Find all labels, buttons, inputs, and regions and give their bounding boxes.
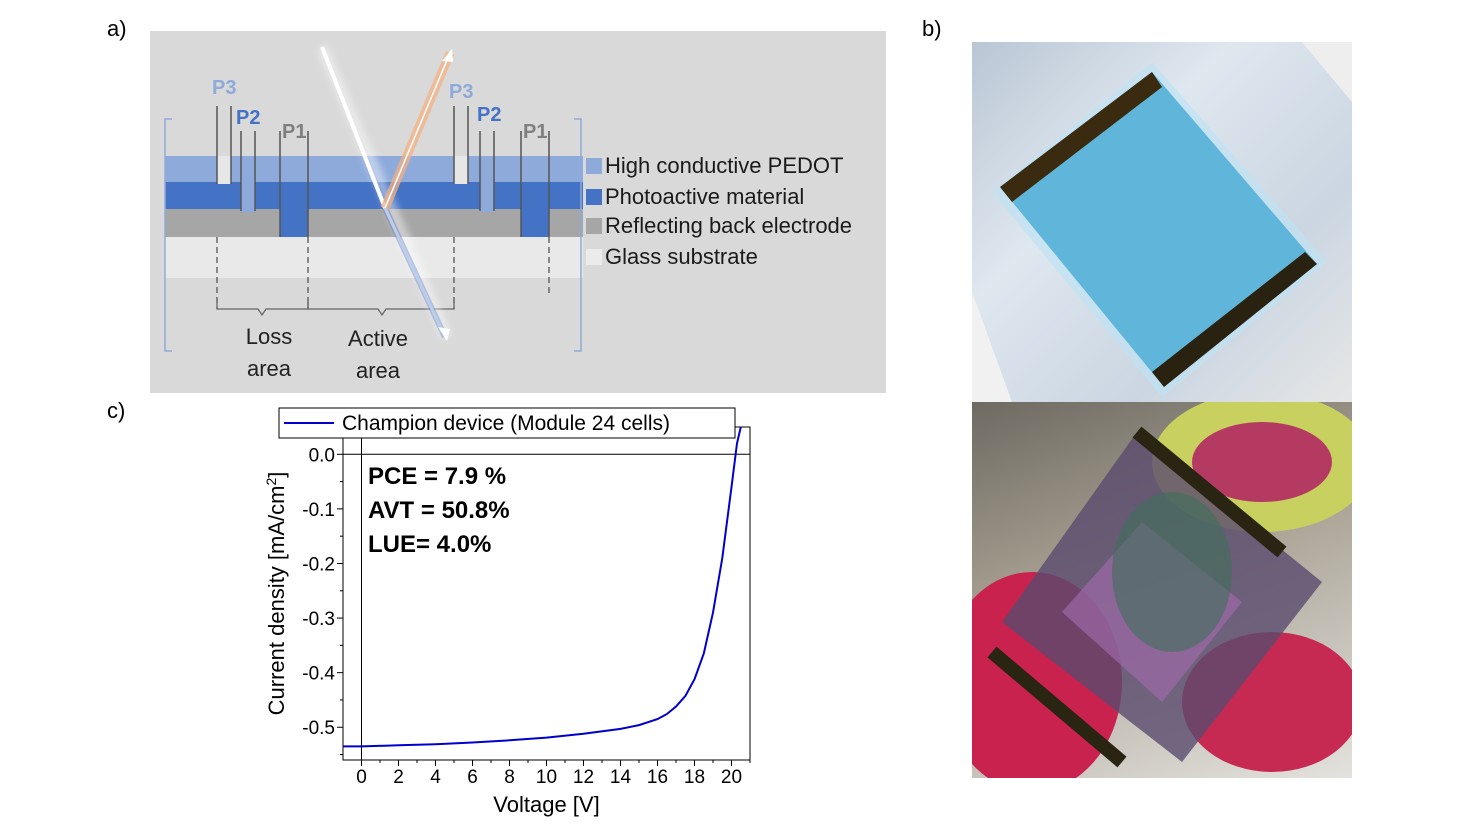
p2-cut-left [241, 182, 255, 212]
legend-item-pedot: High conductive PEDOT [586, 153, 843, 179]
x-tick-label: 8 [504, 767, 515, 788]
photoactive-layer [165, 182, 583, 209]
x-tick-label: 6 [467, 767, 478, 788]
legend-label: Reflecting back electrode [605, 213, 853, 238]
y-tick-label: -0.2 [302, 554, 335, 575]
module-photo-bottom [972, 402, 1352, 778]
p2-cut-right [480, 182, 494, 212]
x-tick-label: 14 [610, 767, 632, 788]
legend-item-electrode: Reflecting back electrode [586, 213, 852, 239]
x-axis-label: Voltage [V] [493, 792, 599, 817]
schematic-panel: P3 P2 P1 P3 P2 P1 High conductive PEDOT … [150, 31, 886, 393]
x-tick-label: 2 [393, 767, 404, 788]
scribe-label-p3-left: P3 [212, 77, 237, 99]
panel-label-a: a) [107, 16, 127, 41]
glass-layer-lower [165, 237, 583, 278]
panel-label-b: b) [922, 16, 942, 41]
legend-label: Glass substrate [605, 244, 758, 269]
x-tick-label: 4 [430, 767, 441, 788]
legend-swatch [586, 189, 602, 205]
legend-swatch [586, 249, 602, 265]
x-tick-label: 20 [721, 767, 742, 788]
y-tick-label: -0.4 [302, 664, 335, 685]
chart-legend-box [278, 407, 736, 439]
legend-label: Photoactive material [605, 184, 805, 209]
module-photo-blue-icon [972, 42, 1352, 402]
legend-item-glass: Glass substrate [586, 244, 758, 270]
scribe-label-p3-right: P3 [449, 81, 474, 103]
y-tick-label: -0.1 [302, 500, 335, 521]
x-tick-label: 10 [536, 767, 557, 788]
y-tick-label: -0.3 [302, 609, 335, 630]
x-tick-label: 12 [573, 767, 594, 788]
p3-cut-left [217, 156, 231, 184]
p1-cut-right [521, 209, 549, 237]
legend-item-photoactive: Photoactive material [586, 184, 804, 210]
legend-swatch [586, 218, 602, 234]
x-tick-label: 0 [356, 767, 367, 788]
p3-cut-right [454, 156, 468, 184]
legend-label: High conductive PEDOT [605, 153, 844, 178]
x-tick-label: 18 [684, 767, 705, 788]
scribe-label-p2-right: P2 [477, 104, 502, 126]
jv-curve-line [343, 426, 742, 748]
y-tick-label: 0.0 [309, 445, 335, 466]
chart-annotation: LUE= 4.0% [368, 531, 491, 558]
electrode-layer [165, 209, 583, 237]
chart-legend-label: Champion device (Module 24 cells) [342, 412, 670, 435]
chart-annotation: AVT = 50.8% [368, 497, 510, 524]
legend-swatch [586, 158, 602, 174]
module-photo-top [972, 42, 1352, 402]
chart-annotation: PCE = 7.9 % [368, 463, 506, 490]
scribe-label-p2-left: P2 [236, 107, 261, 129]
p1-cut-left [280, 209, 308, 237]
loss-area-label: Loss area [245, 324, 293, 381]
module-photo-plant-icon [972, 402, 1352, 778]
schematic-drawing [164, 45, 583, 352]
y-axis-label: Current density [mA/cm2] [263, 472, 289, 716]
y-tick-label: -0.5 [302, 718, 335, 739]
active-area-label: Active area [348, 326, 408, 383]
x-tick-label: 16 [647, 767, 668, 788]
scribe-label-p1-right: P1 [523, 121, 548, 143]
scribe-label-p1-left: P1 [282, 121, 307, 143]
panel-label-c: c) [107, 398, 126, 423]
